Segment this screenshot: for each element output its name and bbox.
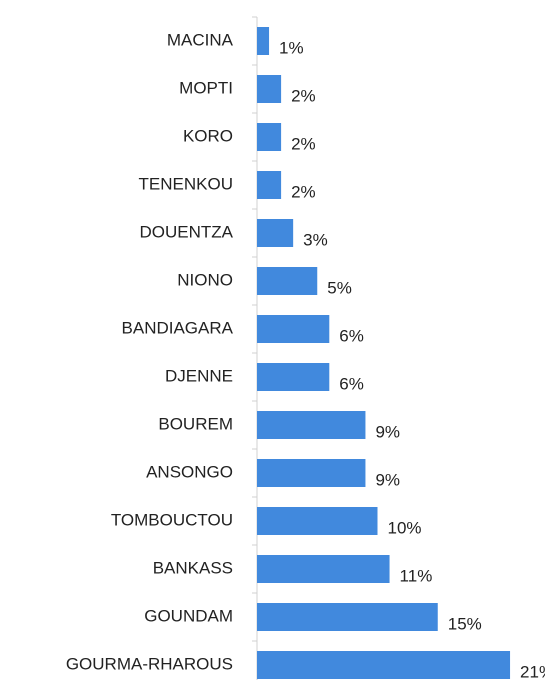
value-label: 2% bbox=[291, 134, 316, 153]
category-label: ANSONGO bbox=[146, 462, 233, 481]
category-label: TOMBOUCTOU bbox=[111, 510, 233, 529]
bar bbox=[257, 219, 294, 247]
bar bbox=[257, 555, 390, 583]
category-label: KORO bbox=[183, 126, 233, 145]
value-label: 6% bbox=[339, 326, 364, 345]
bar bbox=[257, 123, 282, 151]
value-label: 6% bbox=[339, 374, 364, 393]
category-label: BOUREM bbox=[158, 414, 233, 433]
bar bbox=[257, 267, 318, 295]
value-label: 5% bbox=[327, 278, 352, 297]
value-label: 9% bbox=[375, 422, 400, 441]
category-label: MACINA bbox=[167, 30, 234, 49]
category-label: GOUNDAM bbox=[144, 606, 233, 625]
bar bbox=[257, 603, 438, 631]
value-label: 2% bbox=[291, 182, 316, 201]
bar bbox=[257, 315, 330, 343]
category-label: TENENKOU bbox=[139, 174, 233, 193]
value-label: 21% bbox=[520, 662, 545, 680]
category-label: MOPTI bbox=[179, 78, 233, 97]
bar bbox=[257, 411, 366, 439]
bar bbox=[257, 507, 378, 535]
bar bbox=[257, 459, 366, 487]
category-label: NIONO bbox=[177, 270, 233, 289]
category-label: GOURMA-RHAROUS bbox=[66, 654, 233, 673]
category-label: DOUENTZA bbox=[140, 222, 234, 241]
category-label: BANKASS bbox=[153, 558, 233, 577]
value-label: 1% bbox=[279, 38, 304, 57]
value-label: 3% bbox=[303, 230, 328, 249]
category-label: BANDIAGARA bbox=[122, 318, 234, 337]
bar bbox=[257, 651, 511, 679]
bar bbox=[257, 171, 282, 199]
bar bbox=[257, 363, 330, 391]
bar bbox=[257, 27, 270, 55]
value-label: 11% bbox=[400, 566, 433, 585]
value-label: 2% bbox=[291, 86, 316, 105]
value-label: 10% bbox=[388, 518, 422, 537]
category-label: DJENNE bbox=[165, 366, 233, 385]
bar bbox=[257, 75, 282, 103]
value-label: 15% bbox=[448, 614, 482, 633]
value-label: 9% bbox=[375, 470, 400, 489]
